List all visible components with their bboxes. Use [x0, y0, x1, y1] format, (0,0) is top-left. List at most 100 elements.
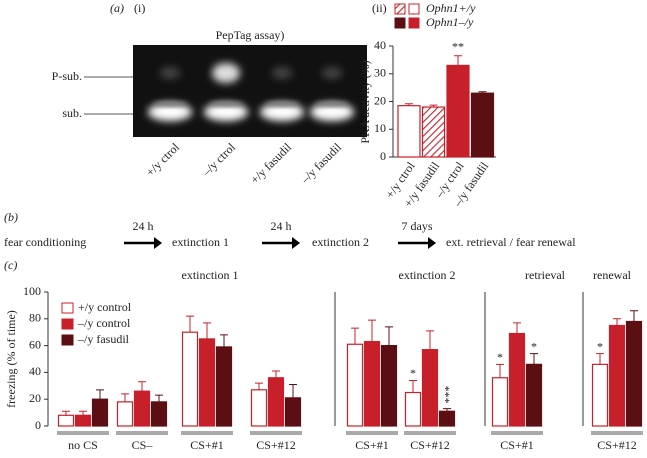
timeline-arrowhead	[428, 237, 436, 249]
blot-band	[322, 67, 342, 79]
error-bar	[496, 363, 504, 378]
legend-label: Ophn1+/y	[426, 1, 476, 15]
legend-label: Ophn1–/y	[426, 15, 474, 29]
bar	[491, 377, 509, 427]
error-bar	[96, 389, 104, 400]
group-underline	[116, 431, 168, 435]
bar	[625, 320, 643, 427]
blot-band	[148, 103, 192, 121]
error-bar	[368, 319, 376, 342]
bar	[421, 106, 446, 158]
error-bar	[220, 334, 228, 347]
bar	[421, 349, 439, 427]
bar	[346, 343, 364, 427]
blot-band	[160, 67, 180, 79]
lane-label: +/y ctrol	[143, 140, 182, 179]
group-underline	[250, 431, 302, 435]
error-bar	[79, 410, 87, 416]
error-bar	[385, 326, 393, 346]
y-tick-label: 20	[374, 93, 386, 107]
bar	[57, 414, 75, 427]
panel-sublabel: (i)	[134, 1, 145, 15]
timeline-arrowhead	[292, 237, 300, 249]
significance: *	[531, 339, 537, 353]
legend-swatch	[408, 17, 420, 29]
bar	[438, 410, 456, 427]
error-bar	[155, 394, 163, 402]
y-tick-label: 0	[35, 418, 41, 432]
x-tick-label: CS+#1	[355, 438, 388, 452]
x-tick-label: CS–	[132, 438, 154, 452]
bar	[525, 363, 543, 427]
section-title: extinction 2	[399, 268, 456, 282]
timeline-step: extinction 2	[312, 235, 369, 249]
legend-label: +/y control	[78, 300, 132, 314]
error-bar	[405, 103, 413, 106]
panel-label: (c)	[4, 258, 17, 272]
group-underline	[57, 431, 109, 435]
error-bar	[478, 91, 487, 94]
y-tick-label: 40	[374, 38, 386, 52]
error-bar	[186, 315, 194, 333]
bar	[508, 332, 526, 427]
bar	[404, 391, 422, 427]
x-tick-label: CS+#12	[410, 438, 449, 452]
band-label: sub.	[62, 106, 82, 120]
significance: *	[497, 350, 503, 364]
section-title: renewal	[593, 268, 632, 282]
bar	[267, 377, 285, 427]
y-axis-title: freezing (% of time)	[4, 310, 18, 408]
group-underline	[591, 431, 643, 435]
error-bar	[272, 370, 280, 378]
error-bar	[530, 353, 538, 365]
legend-label: –/y fasudil	[77, 332, 130, 346]
legend-swatch	[408, 3, 420, 15]
y-tick-label: 100	[23, 284, 41, 298]
significance: *	[597, 339, 603, 353]
x-tick-label: no CS	[68, 438, 98, 452]
timeline-step: fear conditioning	[4, 235, 86, 249]
blot-band	[272, 67, 292, 79]
y-axis-title: PKA activity (%)	[358, 60, 372, 143]
error-bar	[443, 408, 451, 412]
legend-swatch	[61, 302, 74, 314]
y-tick-label: 0	[380, 149, 386, 163]
timeline-interval: 24 h	[271, 219, 292, 233]
significance: *	[410, 366, 416, 380]
lane-label: –/y fasudil	[297, 140, 344, 187]
error-bar	[454, 55, 462, 66]
significance: **	[452, 39, 464, 53]
x-tick-label: CS+#12	[597, 438, 636, 452]
bar	[215, 346, 233, 427]
section-title: retrieval	[525, 268, 566, 282]
error-bar	[513, 322, 521, 334]
panel-sublabel: (ii)	[372, 1, 387, 15]
legend-swatch	[61, 318, 74, 330]
group-underline	[181, 431, 233, 435]
timeline-interval: 7 days	[402, 219, 433, 233]
y-tick-label: 40	[29, 364, 41, 378]
bar	[133, 390, 151, 427]
error-bar	[203, 322, 211, 339]
bar	[397, 105, 421, 158]
error-bar	[289, 383, 297, 398]
timeline-interval: 24 h	[133, 219, 154, 233]
bar	[91, 398, 109, 427]
blot-band	[260, 103, 304, 121]
timeline-arrowhead	[154, 237, 162, 249]
timeline-step: extinction 1	[172, 235, 229, 249]
blot-band	[204, 103, 248, 121]
bar	[74, 414, 92, 427]
blot-image	[133, 45, 367, 137]
error-bar	[255, 382, 263, 390]
bar	[181, 331, 199, 427]
error-bar	[138, 381, 146, 392]
error-bar	[613, 318, 621, 326]
error-bar	[409, 379, 417, 393]
timeline-step: ext. retrieval / fear renewal	[446, 235, 576, 249]
lane-label: –/y ctrol	[199, 140, 239, 180]
legend-swatch	[394, 17, 406, 29]
bar	[284, 397, 302, 427]
y-tick-label: 20	[29, 391, 41, 405]
bar	[150, 401, 168, 427]
